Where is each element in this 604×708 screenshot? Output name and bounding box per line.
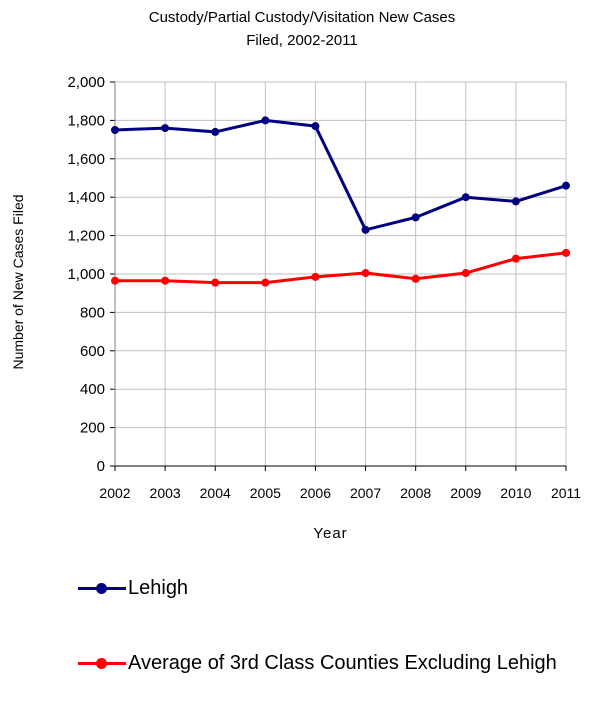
data-point-series-1 xyxy=(261,116,270,125)
y-tick-label: 1,600 xyxy=(67,151,105,168)
x-tick-label: 2006 xyxy=(300,485,331,501)
data-point-series-1 xyxy=(411,213,420,222)
data-point-series-2 xyxy=(211,278,220,287)
y-tick-label: 1,400 xyxy=(67,189,105,206)
x-tick-label: 2011 xyxy=(551,485,581,501)
data-point-series-1 xyxy=(511,197,520,206)
y-tick-label: 800 xyxy=(80,304,105,321)
data-point-series-2 xyxy=(511,254,520,263)
legend-swatch xyxy=(78,583,126,594)
x-tick-label: 2010 xyxy=(500,485,531,501)
x-tick-label: 2002 xyxy=(99,485,130,501)
chart-title-line-1: Custody/Partial Custody/Visitation New C… xyxy=(148,9,456,26)
data-point-series-2 xyxy=(562,248,570,257)
y-tick-label: 0 xyxy=(97,458,105,475)
y-tick-label: 2,000 xyxy=(67,74,105,91)
x-tick-label: 2004 xyxy=(200,485,231,501)
x-tick-label: 2009 xyxy=(450,485,481,501)
x-axis-title: Year xyxy=(313,525,347,542)
data-point-series-2 xyxy=(261,278,270,287)
x-tick-label: 2003 xyxy=(150,485,181,501)
series-line-2 xyxy=(115,251,567,285)
legend-label: Average of 3rd Class Counties Excluding … xyxy=(128,652,557,674)
chart-title: Custody/Partial Custody/Visitation New C… xyxy=(0,6,604,52)
y-tick-label: 600 xyxy=(80,343,105,360)
data-point-series-2 xyxy=(311,272,320,281)
y-tick-label: 200 xyxy=(80,420,105,437)
data-point-series-2 xyxy=(361,269,370,278)
data-point-series-1 xyxy=(311,122,320,131)
y-tick-label: 1,200 xyxy=(67,228,105,245)
y-tick-label: 400 xyxy=(80,381,105,398)
data-point-series-1 xyxy=(461,193,470,202)
data-point-series-1 xyxy=(562,181,570,190)
series-line-1 xyxy=(114,118,567,232)
y-axis-title: Number of New Cases Filed xyxy=(10,194,26,369)
data-point-series-1 xyxy=(161,124,170,133)
x-tick-label: 2005 xyxy=(250,485,281,501)
data-point-series-2 xyxy=(111,276,119,285)
x-tick-label: 2008 xyxy=(400,485,431,501)
y-tick-label: 1,800 xyxy=(67,112,105,129)
data-point-series-1 xyxy=(111,126,119,134)
data-point-series-2 xyxy=(461,269,470,278)
chart-title-line-2: Filed, 2002-2011 xyxy=(246,32,358,49)
legend-marker xyxy=(96,658,107,669)
data-point-series-2 xyxy=(411,274,420,283)
line-chart: 0 200 400 600 800 1,000 1,200 1,400 1,600 1,800 2,… xyxy=(10,74,581,542)
data-point-series-1 xyxy=(361,225,370,234)
legend-label: Lehigh xyxy=(128,577,189,599)
legend-marker xyxy=(96,583,107,594)
data-point-series-1 xyxy=(211,127,220,136)
x-tick-label: 2007 xyxy=(350,485,381,501)
data-point-series-2 xyxy=(161,276,170,285)
legend-swatch xyxy=(78,658,126,669)
y-tick-label: 1,000 xyxy=(67,266,105,283)
